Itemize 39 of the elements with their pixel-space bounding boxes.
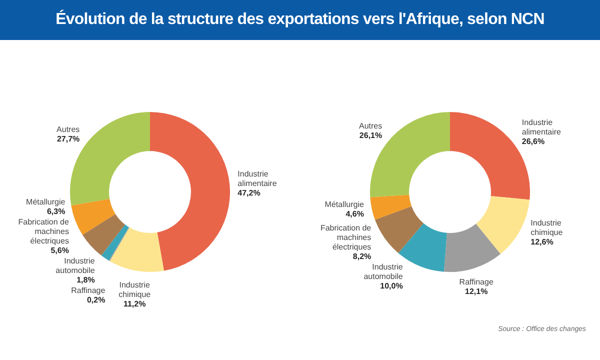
- data-label: 8,2%: [352, 252, 372, 261]
- chart-title: Évolution de la structure des exportations vers l'Afrique, selon NCN: [0, 0, 600, 40]
- slice-label: Industrie chimique: [530, 218, 564, 238]
- slice-label: Autres: [358, 122, 382, 131]
- slice-label: Raffinage: [459, 278, 494, 287]
- data-label: 12,6%: [530, 238, 554, 247]
- slice-label: Industrie alimentaire: [238, 169, 278, 188]
- data-label: 0,2%: [86, 295, 106, 304]
- donut-slice: [476, 196, 530, 254]
- donut-slice: [110, 227, 164, 272]
- data-label: 26,1%: [359, 131, 382, 140]
- slice-label: Industrie alimentaire: [522, 118, 562, 136]
- data-label: 47,2%: [238, 188, 260, 198]
- slice-label: Métallurgie: [324, 200, 364, 210]
- data-label: 27,7%: [56, 134, 80, 144]
- donut-slice: [374, 206, 424, 254]
- slice-label: Raffinage: [71, 286, 106, 295]
- slice-label: Industrie chimique: [118, 280, 152, 299]
- slice-label: Fabrication de machines électriques: [18, 217, 70, 246]
- data-label: 26,6%: [522, 136, 545, 146]
- slice-label: Fabrication de machines électriques: [320, 223, 372, 252]
- data-label: 5,6%: [50, 246, 69, 255]
- donut-slice: [101, 224, 129, 261]
- data-label: 10,0%: [380, 281, 403, 290]
- donut-slice: [82, 214, 126, 256]
- donut-slice: [150, 112, 230, 271]
- donut-slice: [71, 198, 116, 235]
- donut-slice: [108, 227, 130, 262]
- slice-label: Industrie automobile: [364, 262, 404, 281]
- slice-label: Industrie automobile: [56, 256, 96, 275]
- data-label: 11,2%: [123, 299, 146, 308]
- data-label: 6,3%: [46, 206, 66, 216]
- donut-slice: [444, 224, 501, 272]
- slice-label: Autres: [56, 125, 80, 134]
- data-label: 4,6%: [346, 210, 364, 219]
- donut-slice: [370, 194, 412, 220]
- data-label: 1,8%: [76, 275, 95, 284]
- data-label: 12,1%: [465, 287, 488, 296]
- slice-label: Métallurgie: [26, 197, 66, 206]
